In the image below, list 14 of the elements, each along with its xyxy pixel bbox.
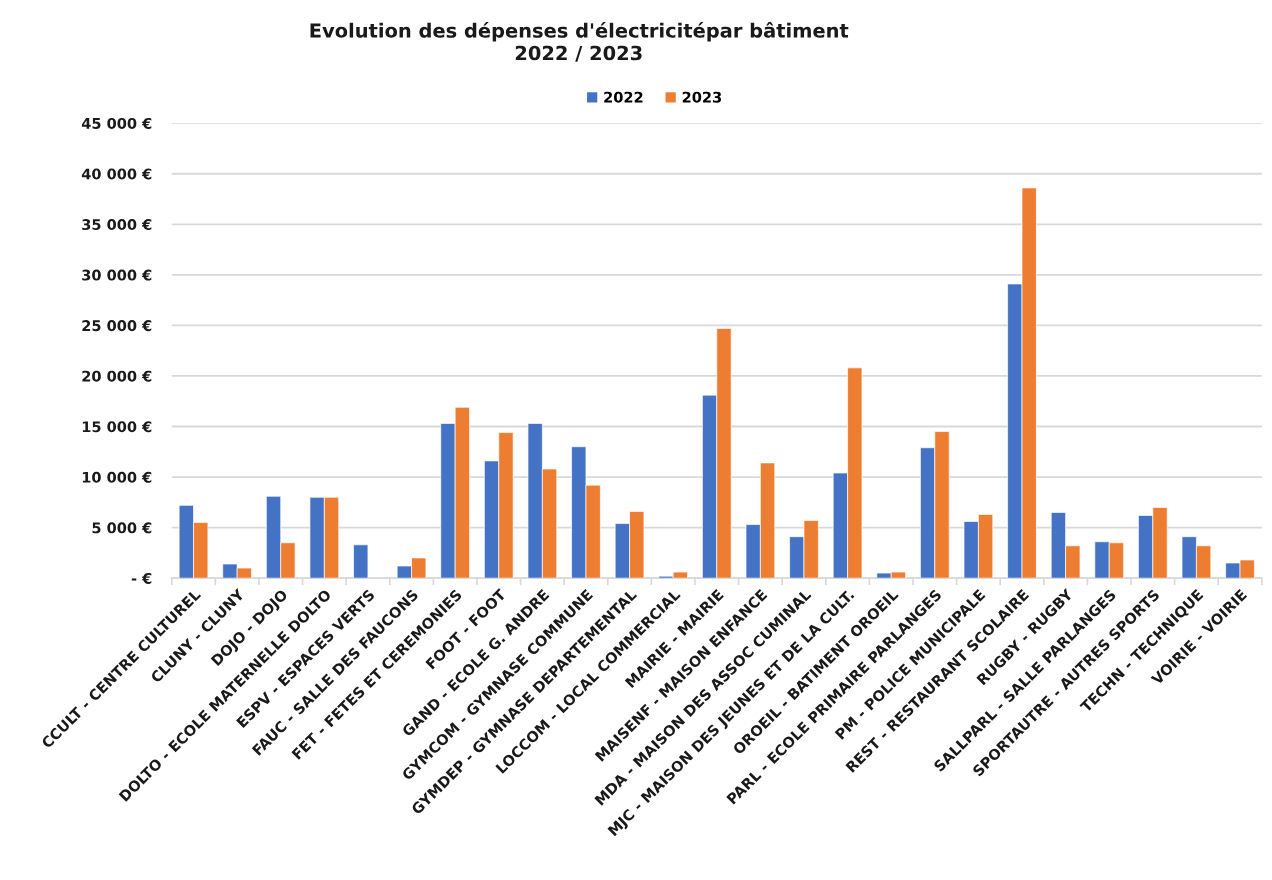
- y-tick-label: 5 000 €: [92, 522, 152, 534]
- y-tick-label: 35 000 €: [82, 219, 152, 231]
- y-tick-label: 45 000 €: [81, 117, 152, 129]
- y-tick-label: 20 000 €: [82, 370, 152, 382]
- y-tick-label: 15 000 €: [82, 421, 152, 433]
- y-tick-label: 10 000 €: [82, 471, 152, 483]
- y-tick-label: 30 000 €: [82, 269, 152, 281]
- legend-label: 2022: [604, 91, 643, 103]
- legend-label: 2023: [682, 91, 722, 103]
- y-tick-label: 40 000 €: [81, 168, 152, 180]
- y-tick-label: 25 000 €: [82, 320, 152, 332]
- y-tick-label: - €: [131, 572, 152, 584]
- chart-title: Evolution des dépenses d'électricitépar bâtiment 2022 / 2023: [310, 22, 849, 62]
- bar: [353, 544, 369, 579]
